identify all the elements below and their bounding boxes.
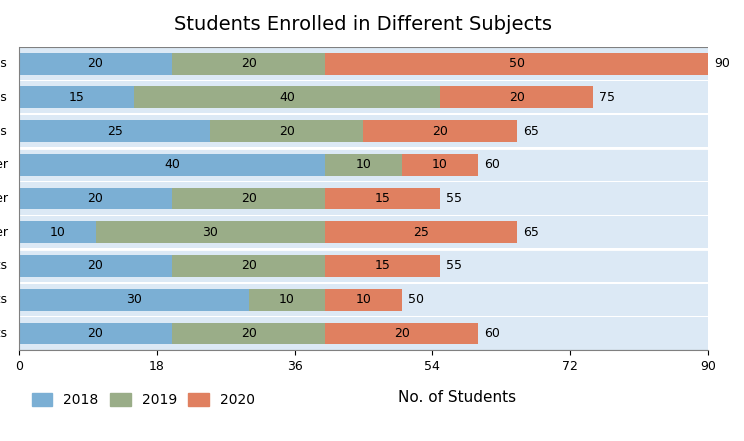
Bar (19, 48, 708, 79)
Text: 90: 90 (714, 57, 730, 70)
Bar (325, 255, 440, 277)
Text: 10: 10 (49, 226, 65, 239)
Bar (402, 154, 478, 176)
Text: 50: 50 (509, 57, 525, 70)
Text: 30: 30 (202, 226, 218, 239)
Text: Mathematics: Mathematics (0, 124, 8, 138)
Bar (19, 120, 211, 142)
Text: 65: 65 (523, 124, 539, 138)
Bar (19, 289, 248, 311)
Bar (325, 289, 402, 311)
Text: Mathematics: Mathematics (0, 91, 8, 104)
Bar (172, 255, 325, 277)
Text: 60: 60 (484, 158, 500, 171)
Title: Students Enrolled in Different Subjects: Students Enrolled in Different Subjects (175, 15, 553, 34)
Text: 20: 20 (241, 327, 257, 340)
Text: 15: 15 (68, 91, 84, 104)
Text: 30: 30 (126, 293, 142, 306)
Bar (19, 216, 708, 248)
Bar (325, 221, 516, 243)
Text: Arts: Arts (0, 327, 8, 340)
Bar (364, 120, 516, 142)
Bar (440, 86, 593, 108)
Legend: 2018, 2019, 2020: 2018, 2019, 2020 (26, 388, 260, 413)
Bar (19, 221, 95, 243)
Text: 20: 20 (241, 57, 257, 70)
Bar (172, 322, 325, 344)
Bar (134, 86, 440, 108)
Text: 20: 20 (88, 192, 103, 205)
Text: Computer: Computer (0, 158, 8, 171)
Text: 60: 60 (484, 327, 500, 340)
Text: Arts: Arts (0, 293, 8, 306)
Bar (19, 318, 708, 350)
Bar (19, 86, 134, 108)
Text: 10: 10 (432, 158, 448, 171)
Text: 20: 20 (279, 124, 295, 138)
Text: 55: 55 (446, 259, 462, 273)
Text: 65: 65 (523, 226, 539, 239)
Text: 25: 25 (413, 226, 429, 239)
Text: Computer: Computer (0, 192, 8, 205)
Bar (325, 52, 708, 75)
Text: 50: 50 (408, 293, 424, 306)
Bar (19, 183, 708, 214)
Bar (172, 187, 325, 209)
Text: 40: 40 (279, 91, 295, 104)
Bar (325, 322, 478, 344)
Text: Mathematics: Mathematics (0, 57, 8, 70)
Text: 20: 20 (88, 327, 103, 340)
Text: 25: 25 (106, 124, 123, 138)
Bar (19, 52, 172, 75)
Text: 40: 40 (164, 158, 180, 171)
Text: 75: 75 (599, 91, 615, 104)
Text: 20: 20 (241, 259, 257, 273)
Text: 20: 20 (432, 124, 448, 138)
Bar (19, 154, 325, 176)
Text: 15: 15 (375, 192, 391, 205)
Text: 10: 10 (279, 293, 295, 306)
Bar (19, 149, 708, 181)
Bar (325, 154, 402, 176)
Bar (248, 289, 325, 311)
Bar (172, 52, 325, 75)
Text: Arts: Arts (0, 259, 8, 273)
Text: 10: 10 (356, 158, 371, 171)
Bar (19, 250, 708, 282)
Bar (19, 187, 172, 209)
Bar (19, 322, 172, 344)
Text: 15: 15 (375, 259, 391, 273)
Text: 20: 20 (509, 91, 525, 104)
Bar (19, 255, 172, 277)
Text: 20: 20 (241, 192, 257, 205)
Text: 10: 10 (356, 293, 371, 306)
Bar (19, 284, 708, 316)
Bar (211, 120, 364, 142)
Bar (19, 81, 708, 113)
Text: 20: 20 (88, 259, 103, 273)
Text: 20: 20 (88, 57, 103, 70)
Text: 55: 55 (446, 192, 462, 205)
Bar (325, 187, 440, 209)
Text: 20: 20 (394, 327, 410, 340)
Bar (95, 221, 325, 243)
Bar (19, 115, 708, 147)
Text: Computer: Computer (0, 226, 8, 239)
Text: No. of Students: No. of Students (398, 390, 516, 405)
